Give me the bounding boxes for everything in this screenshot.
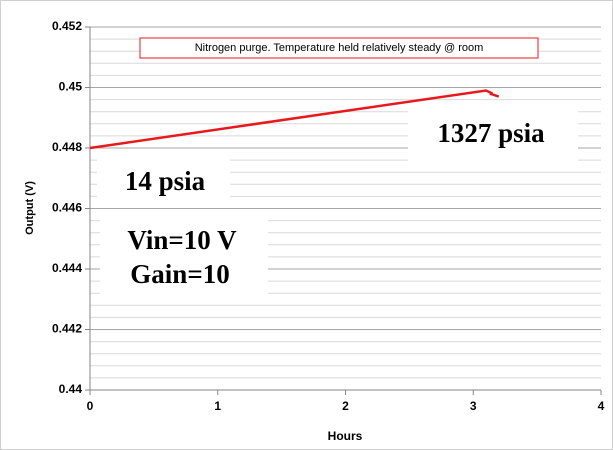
y-axis-label: Output (V) [24,181,36,235]
y-tick-label: 0.452 [52,19,82,33]
x-tick-label: 4 [598,399,605,413]
annotation: 14 psia [125,166,206,196]
x-tick-label: 2 [342,399,349,413]
y-tick-label: 0.45 [59,80,83,94]
y-tick-label: 0.446 [52,201,82,215]
y-tick-label: 0.444 [52,261,82,275]
x-axis-label: Hours [328,429,363,443]
label-box [100,214,268,296]
x-tick-label: 1 [214,399,221,413]
note: Nitrogen purge. Temperature held relativ… [195,42,484,54]
x-tick-label: 0 [87,399,94,413]
y-tick-label: 0.442 [52,322,82,336]
y-tick-label: 0.44 [59,382,83,396]
label-box [97,157,230,205]
label-box [408,103,578,165]
data-line [89,89,500,150]
annotation: 1327 psia [437,118,545,148]
x-tick-label: 3 [470,399,477,413]
y-tick-label: 0.448 [52,140,82,154]
annotation: Vin=10 V [127,225,237,255]
annotation: Gain=10 [130,259,229,289]
note-box [139,37,539,59]
